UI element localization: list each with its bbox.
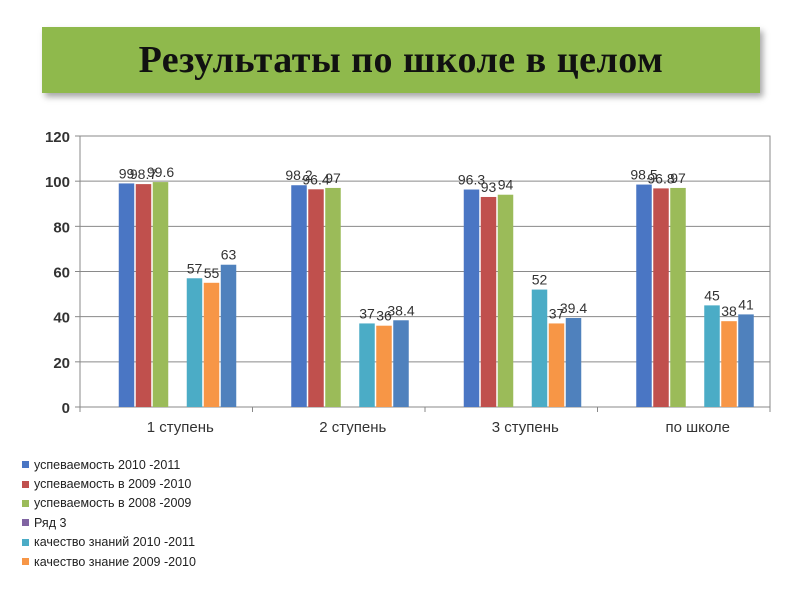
- legend-item: успеваемость в 2009 -2010: [22, 474, 322, 493]
- y-tick-label: 100: [45, 174, 70, 191]
- legend-swatch: [22, 480, 29, 488]
- bar: [393, 320, 409, 407]
- legend-item: качество знание 2009 -2010: [22, 552, 322, 571]
- bar: [186, 278, 203, 407]
- data-label: 98.5: [630, 167, 657, 183]
- legend-item: успеваемость 2010 -2011: [22, 455, 322, 474]
- data-label: 97: [670, 170, 686, 186]
- bar: [220, 264, 237, 407]
- data-label: 93: [481, 179, 497, 195]
- legend-swatch: [22, 558, 29, 566]
- bar: [480, 196, 497, 407]
- y-tick-label: 80: [53, 219, 70, 236]
- bar: [670, 187, 686, 407]
- bar: [135, 184, 152, 407]
- legend-label: Ряд 3: [34, 515, 67, 530]
- title-banner: Результаты по школе в целом: [42, 27, 760, 93]
- data-label: 94: [498, 177, 514, 193]
- bar: [118, 183, 135, 407]
- bar: [291, 185, 307, 407]
- data-label: 37: [549, 305, 565, 321]
- bar: [152, 182, 169, 407]
- bar: [636, 184, 652, 407]
- data-label: 57: [187, 260, 203, 276]
- data-label: 45: [704, 287, 720, 303]
- data-label: 55: [204, 265, 220, 281]
- data-label: 99: [119, 165, 135, 181]
- legend-item: Ряд 3: [22, 513, 322, 532]
- legend-label: успеваемость в 2008 -2009: [34, 496, 192, 511]
- x-category-label: по школе: [665, 419, 730, 436]
- bar: [704, 305, 720, 407]
- bar: [531, 289, 548, 407]
- data-label: 99.6: [147, 164, 174, 180]
- data-label: 63: [221, 247, 237, 263]
- bar: [359, 323, 375, 407]
- legend-item: успеваемость в 2008 -2009: [22, 494, 322, 513]
- bar: [325, 187, 341, 407]
- legend-swatch: [22, 461, 29, 469]
- legend-label: качество знаний 2010 -2011: [34, 535, 196, 550]
- y-tick-label: 60: [53, 265, 70, 282]
- data-label: 96.4: [302, 171, 329, 187]
- bar: [548, 323, 565, 407]
- legend-label: качество знание 2009 -2010: [34, 554, 196, 569]
- data-label: 96.3: [458, 172, 485, 188]
- x-category-label: 1 ступень: [147, 419, 214, 436]
- data-label: 98.7: [130, 166, 157, 182]
- slide-title: Результаты по школе в целом: [138, 39, 664, 81]
- legend-swatch: [22, 538, 29, 546]
- bar: [203, 282, 220, 407]
- legend-swatch: [22, 519, 29, 527]
- data-label: 38: [721, 303, 737, 319]
- legend-item: качество знаний 2010 -2011: [22, 533, 322, 552]
- bar: [565, 318, 582, 407]
- bar: [308, 189, 324, 407]
- data-label: 38.4: [387, 302, 414, 318]
- data-label: 98.2: [285, 167, 312, 183]
- legend-label: успеваемость 2010 -2011: [34, 457, 181, 472]
- data-label: 52: [532, 272, 548, 288]
- bar: [738, 314, 754, 407]
- y-tick-label: 120: [45, 129, 70, 146]
- data-label: 97: [325, 170, 341, 186]
- data-label: 36: [376, 308, 392, 324]
- data-label: 41: [738, 296, 754, 312]
- bar: [497, 194, 514, 407]
- x-category-label: 3 ступень: [492, 419, 559, 436]
- data-label: 96.8: [647, 170, 674, 186]
- y-tick-label: 0: [62, 400, 70, 417]
- data-label: 39.4: [560, 300, 587, 316]
- legend-item: качество знаний в 2008 - 2009: [22, 571, 322, 575]
- y-tick-label: 40: [53, 310, 70, 327]
- chart-legend: успеваемость 2010 -2011 успеваемость в 20…: [22, 455, 322, 575]
- legend-label: качество знаний в 2008 - 2009: [34, 574, 210, 575]
- legend-swatch: [22, 499, 29, 507]
- data-label: 37: [359, 305, 375, 321]
- legend-label: успеваемость в 2009 -2010: [34, 477, 192, 492]
- x-category-label: 2 ступень: [319, 419, 386, 436]
- bar: [376, 325, 392, 407]
- bar: [653, 188, 669, 407]
- bar: [463, 189, 480, 407]
- y-tick-label: 20: [53, 355, 70, 372]
- bar: [721, 321, 737, 407]
